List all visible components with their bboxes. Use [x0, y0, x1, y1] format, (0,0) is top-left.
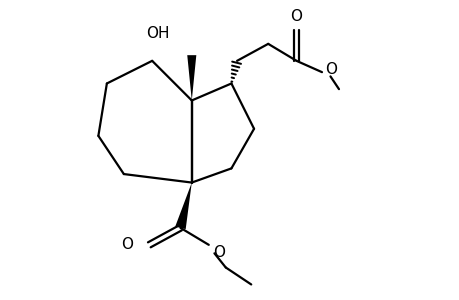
Text: OH: OH	[146, 26, 169, 41]
Polygon shape	[175, 183, 191, 229]
Text: O: O	[324, 62, 336, 77]
Text: O: O	[120, 237, 132, 252]
Text: O: O	[290, 9, 302, 24]
Polygon shape	[187, 55, 196, 100]
Text: O: O	[213, 245, 224, 260]
